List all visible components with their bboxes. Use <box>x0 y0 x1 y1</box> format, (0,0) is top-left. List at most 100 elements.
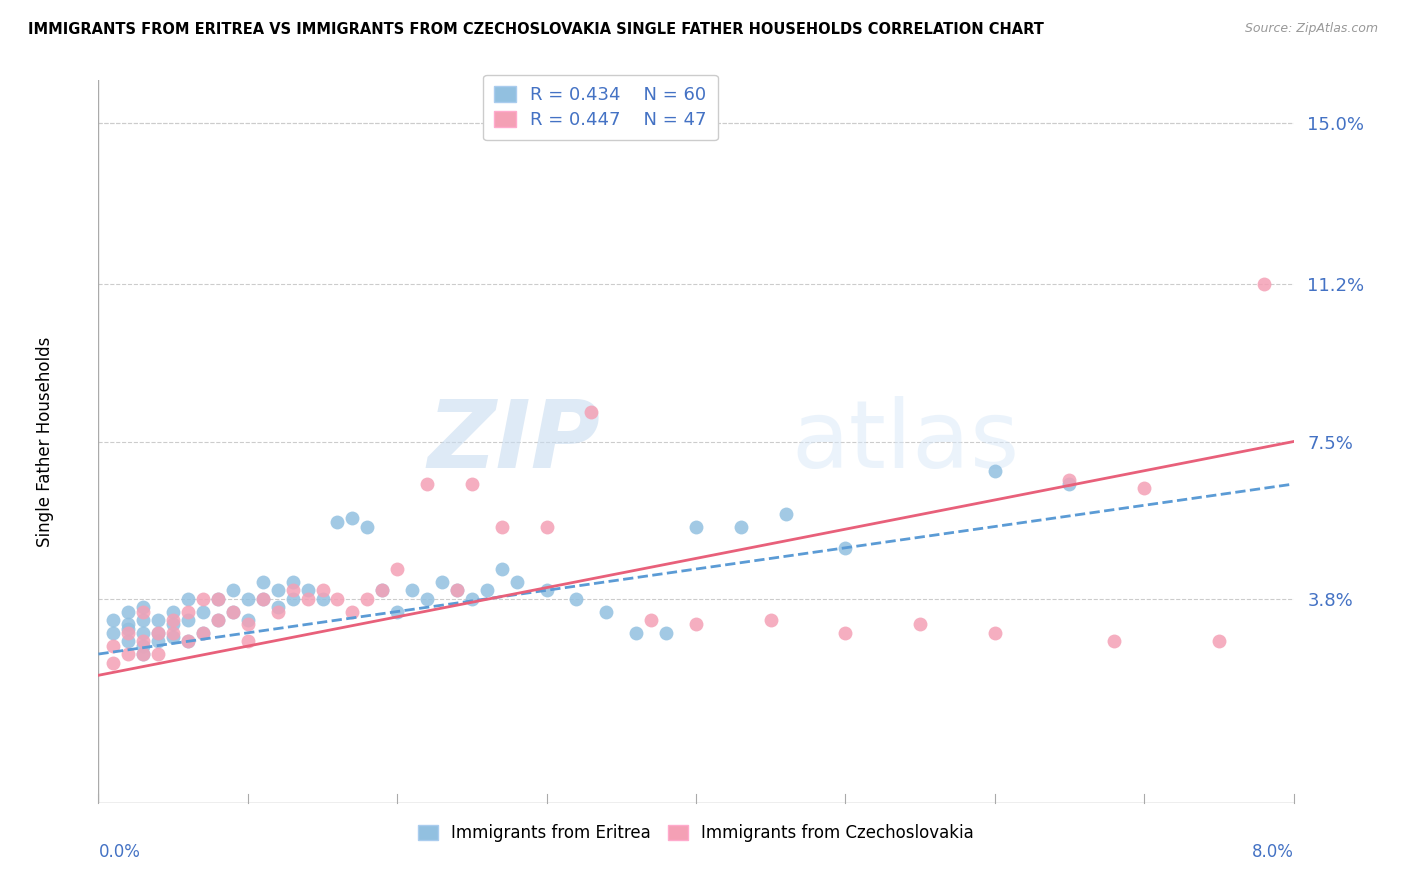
Point <box>132 639 155 653</box>
Point <box>103 613 125 627</box>
Point <box>117 622 139 636</box>
Point <box>356 591 378 606</box>
Point <box>297 591 319 606</box>
Text: 0.0%: 0.0% <box>98 843 141 861</box>
Point <box>148 625 170 640</box>
Point <box>191 605 214 619</box>
Point <box>759 613 782 627</box>
Point <box>148 613 170 627</box>
Point <box>461 477 484 491</box>
Point <box>191 591 214 606</box>
Point <box>311 591 333 606</box>
Point <box>491 562 513 576</box>
Point <box>236 634 259 648</box>
Point <box>162 613 184 627</box>
Point <box>342 605 364 619</box>
Point <box>132 600 155 615</box>
Point <box>162 605 184 619</box>
Point <box>655 625 678 640</box>
Point <box>908 617 931 632</box>
Point <box>162 617 184 632</box>
Point <box>177 634 200 648</box>
Point <box>640 613 662 627</box>
Point <box>148 647 170 661</box>
Point <box>1133 481 1156 495</box>
Point <box>506 574 529 589</box>
Point <box>281 583 304 598</box>
Point <box>252 574 274 589</box>
Point <box>252 591 274 606</box>
Point <box>132 613 155 627</box>
Point <box>311 583 333 598</box>
Point <box>461 591 484 606</box>
Point <box>132 647 155 661</box>
Point <box>385 605 409 619</box>
Point <box>132 605 155 619</box>
Text: atlas: atlas <box>792 395 1019 488</box>
Point <box>148 625 170 640</box>
Point <box>1253 277 1275 292</box>
Text: ZIP: ZIP <box>427 395 600 488</box>
Point <box>117 634 139 648</box>
Point <box>491 519 513 533</box>
Text: IMMIGRANTS FROM ERITREA VS IMMIGRANTS FROM CZECHOSLOVAKIA SINGLE FATHER HOUSEHOL: IMMIGRANTS FROM ERITREA VS IMMIGRANTS FR… <box>28 22 1045 37</box>
Legend: Immigrants from Eritrea, Immigrants from Czechoslovakia: Immigrants from Eritrea, Immigrants from… <box>412 817 980 848</box>
Point <box>475 583 498 598</box>
Point <box>222 605 245 619</box>
Point <box>236 613 259 627</box>
Point <box>236 591 259 606</box>
Point <box>626 625 648 640</box>
Point <box>326 591 349 606</box>
Point <box>103 625 125 640</box>
Point <box>117 647 139 661</box>
Point <box>326 516 349 530</box>
Point <box>416 591 439 606</box>
Point <box>342 511 364 525</box>
Text: Source: ZipAtlas.com: Source: ZipAtlas.com <box>1244 22 1378 36</box>
Point <box>595 605 617 619</box>
Point <box>177 613 200 627</box>
Point <box>177 591 200 606</box>
Text: 8.0%: 8.0% <box>1251 843 1294 861</box>
Point <box>117 617 139 632</box>
Point <box>565 591 588 606</box>
Point <box>148 634 170 648</box>
Point <box>984 625 1007 640</box>
Point <box>430 574 453 589</box>
Point <box>385 562 409 576</box>
Text: Single Father Households: Single Father Households <box>35 336 53 547</box>
Point <box>162 625 184 640</box>
Point <box>446 583 468 598</box>
Point <box>103 639 125 653</box>
Point <box>281 591 304 606</box>
Point <box>236 617 259 632</box>
Point <box>117 605 139 619</box>
Point <box>191 625 214 640</box>
Point <box>222 605 245 619</box>
Point <box>132 634 155 648</box>
Point <box>267 583 290 598</box>
Point <box>1208 634 1230 648</box>
Point <box>685 617 707 632</box>
Point <box>685 519 707 533</box>
Point <box>191 625 214 640</box>
Point <box>177 634 200 648</box>
Point <box>267 605 290 619</box>
Point <box>207 613 229 627</box>
Point <box>162 630 184 644</box>
Point <box>371 583 394 598</box>
Point <box>581 405 603 419</box>
Point <box>536 583 558 598</box>
Point <box>984 464 1007 478</box>
Point <box>1059 473 1081 487</box>
Point <box>1059 477 1081 491</box>
Point <box>132 647 155 661</box>
Point <box>207 613 229 627</box>
Point <box>297 583 319 598</box>
Point <box>222 583 245 598</box>
Point <box>281 574 304 589</box>
Point <box>252 591 274 606</box>
Point <box>103 656 125 670</box>
Point <box>267 600 290 615</box>
Point <box>536 519 558 533</box>
